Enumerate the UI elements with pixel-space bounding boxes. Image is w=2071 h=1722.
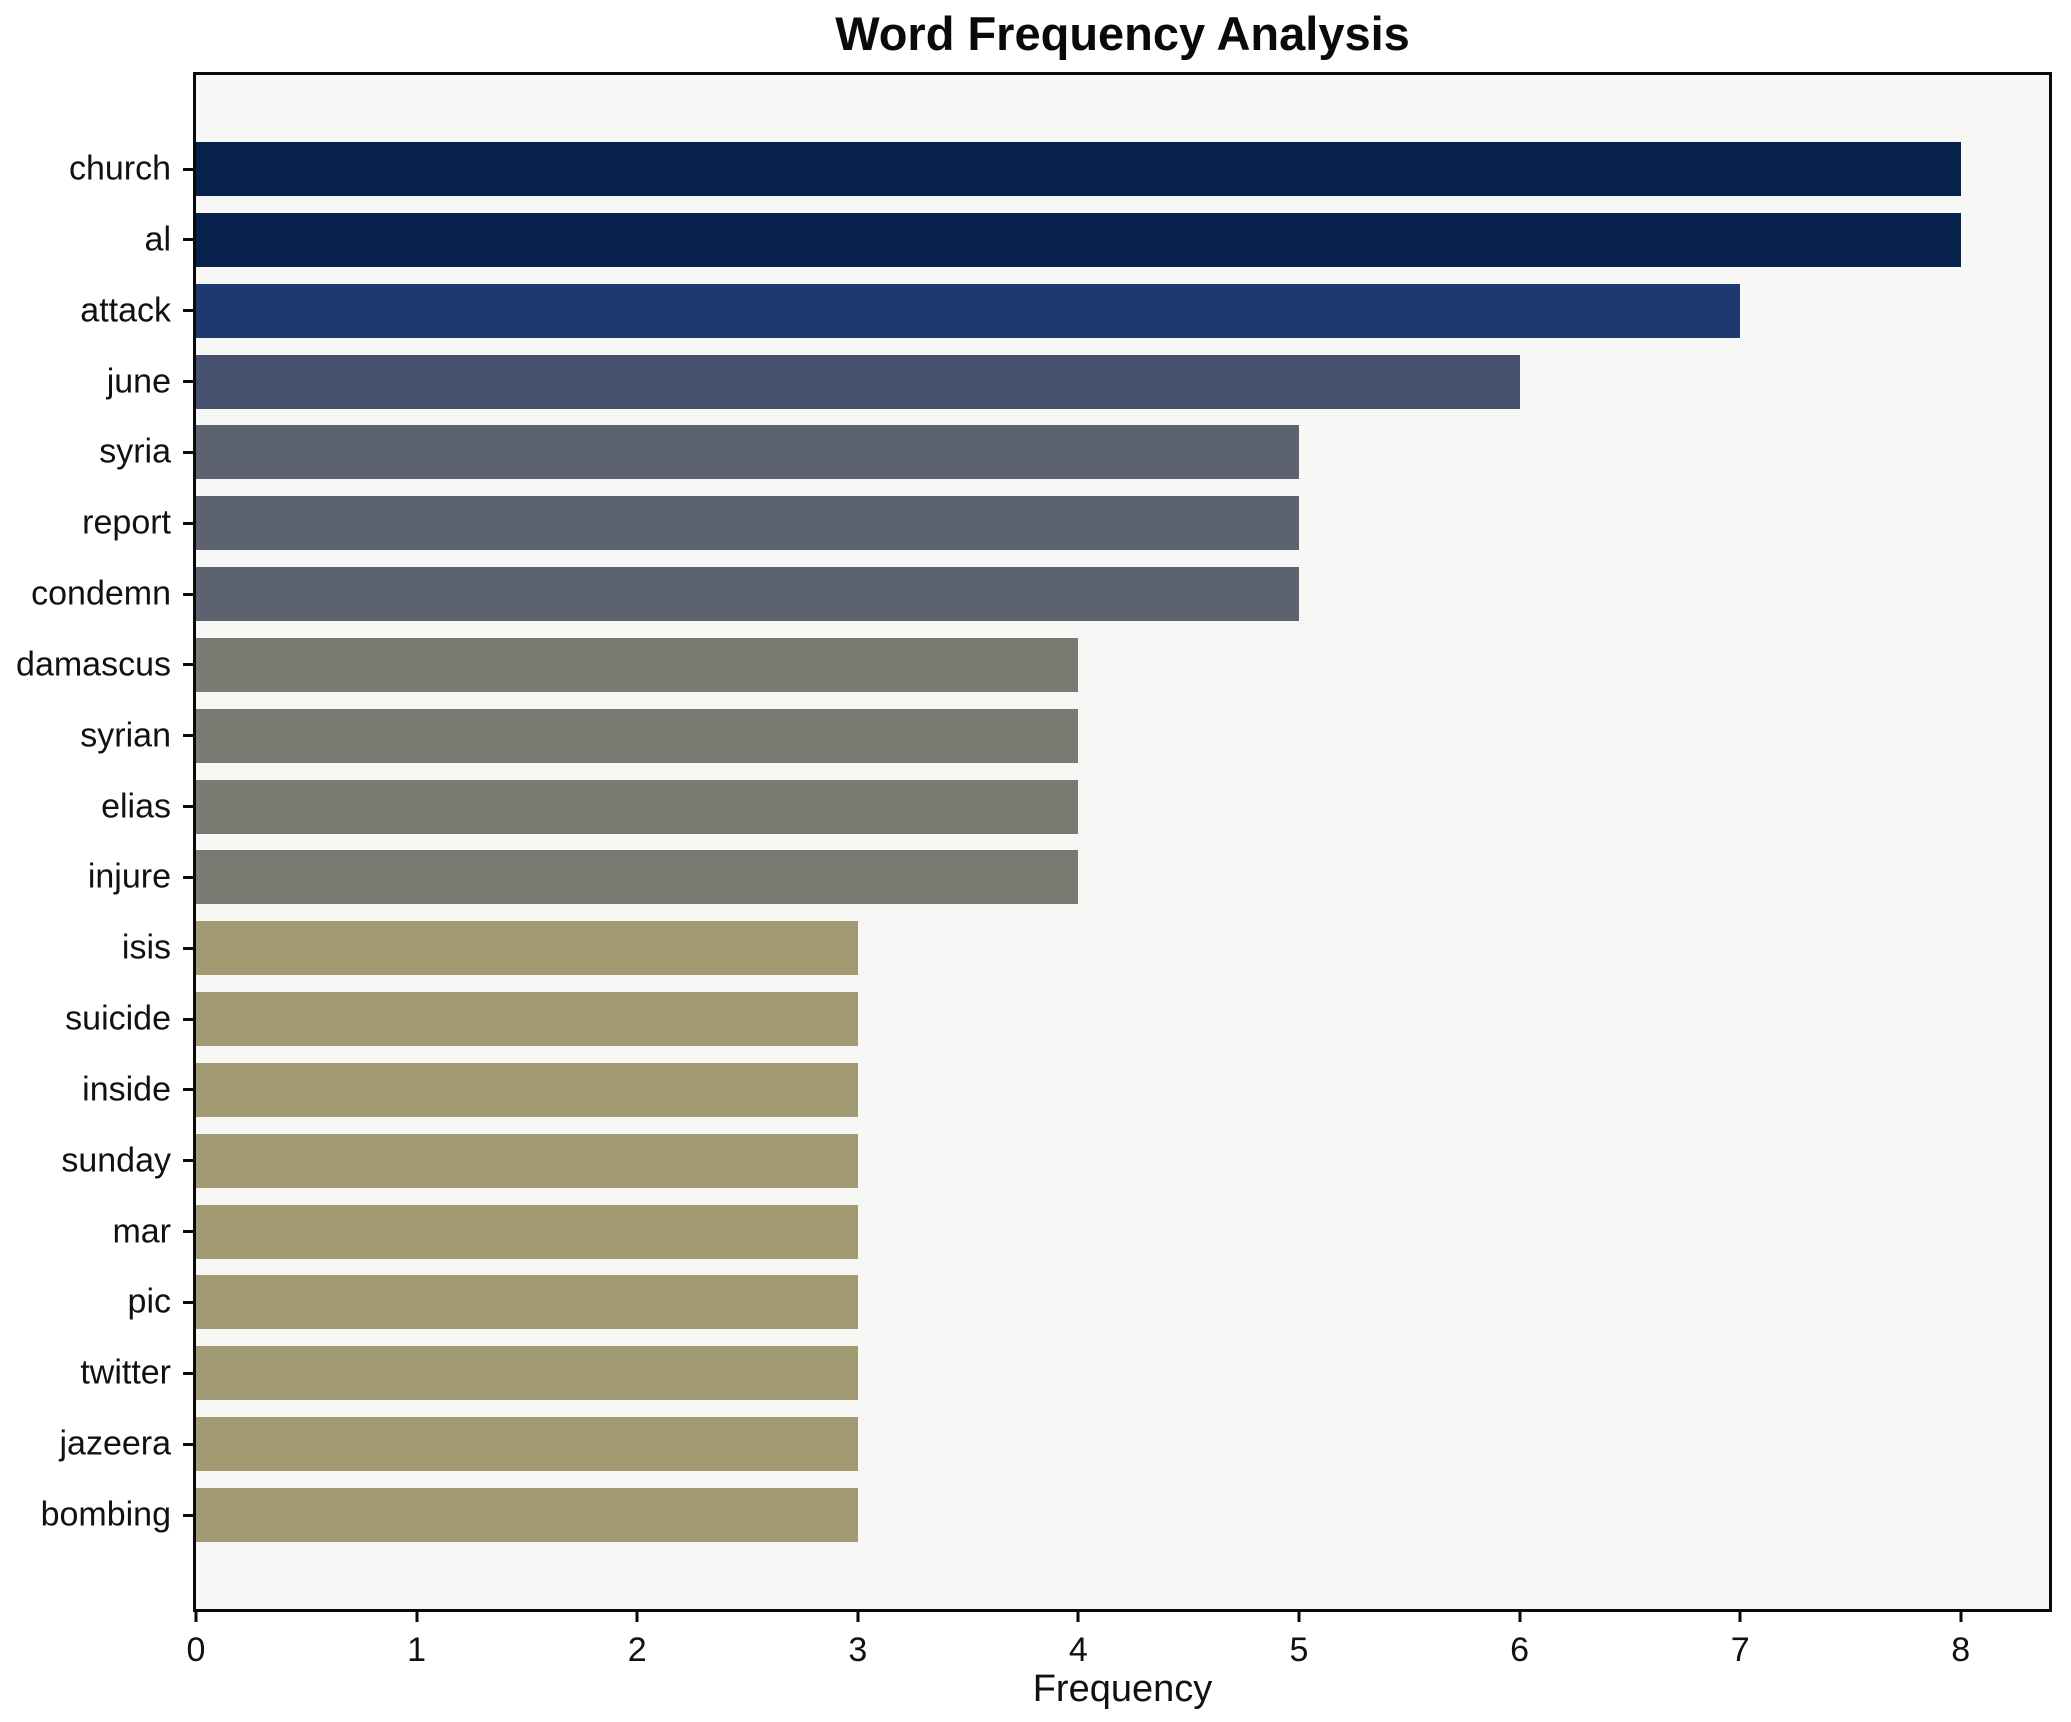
y-axis-label-syrian: syrian xyxy=(80,716,171,755)
bar-syria xyxy=(196,425,1299,480)
chart-title: Word Frequency Analysis xyxy=(835,7,1410,60)
y-axis-label-suicide: suicide xyxy=(65,999,171,1038)
bar-damascus xyxy=(196,637,1079,692)
x-tick-label-7: 7 xyxy=(1730,1631,1750,1669)
x-tick-7 xyxy=(1738,1609,1742,1622)
x-tick-label-6: 6 xyxy=(1510,1631,1530,1669)
x-tick-label-3: 3 xyxy=(848,1631,868,1669)
bar-injure xyxy=(196,850,1079,905)
x-tick-0 xyxy=(194,1609,198,1622)
y-tick-report xyxy=(183,521,196,525)
bar-isis xyxy=(196,921,858,976)
y-axis-label-mar: mar xyxy=(112,1212,171,1251)
y-axis-label-attack: attack xyxy=(80,291,171,330)
y-axis-label-june: june xyxy=(106,362,171,401)
x-tick-label-8: 8 xyxy=(1951,1631,1971,1669)
bar-sunday xyxy=(196,1133,858,1188)
y-tick-jazeera xyxy=(183,1442,196,1446)
bar-elias xyxy=(196,779,1079,834)
y-axis-label-jazeera: jazeera xyxy=(59,1424,171,1463)
bar-report xyxy=(196,496,1299,551)
bar-suicide xyxy=(196,992,858,1047)
x-tick-3 xyxy=(856,1609,860,1622)
bar-mar xyxy=(196,1204,858,1259)
bar-pic xyxy=(196,1275,858,1330)
y-axis-label-condemn: condemn xyxy=(31,574,171,613)
x-tick-label-1: 1 xyxy=(407,1631,427,1669)
y-tick-injure xyxy=(183,875,196,879)
y-axis-label-pic: pic xyxy=(127,1282,171,1321)
y-axis-label-isis: isis xyxy=(121,928,171,967)
plot-area: church al attack june syria report condemn dama… xyxy=(16,72,2052,1669)
y-tick-bombing xyxy=(183,1513,196,1517)
bar-twitter xyxy=(196,1346,858,1401)
x-tick-1 xyxy=(415,1609,419,1622)
y-axis-label-damascus: damascus xyxy=(16,645,171,684)
y-tick-church xyxy=(183,167,196,171)
y-tick-syria xyxy=(183,450,196,454)
y-axis-label-report: report xyxy=(82,503,171,542)
x-tick-8 xyxy=(1959,1609,1963,1622)
y-tick-elias xyxy=(183,805,196,809)
y-tick-june xyxy=(183,380,196,384)
y-axis-label-elias: elias xyxy=(101,787,171,826)
y-axis-label-sunday: sunday xyxy=(61,1141,171,1180)
y-axis-label-injure: injure xyxy=(87,857,171,896)
y-tick-inside xyxy=(183,1088,196,1092)
x-tick-2 xyxy=(635,1609,639,1622)
y-tick-mar xyxy=(183,1230,196,1234)
x-tick-label-0: 0 xyxy=(186,1631,206,1669)
x-tick-4 xyxy=(1076,1609,1080,1622)
bar-condemn xyxy=(196,567,1299,622)
bar-syrian xyxy=(196,708,1079,763)
y-axis-label-bombing: bombing xyxy=(40,1495,171,1534)
y-tick-suicide xyxy=(183,1017,196,1021)
bar-church xyxy=(196,142,1961,196)
bar-june xyxy=(196,354,1520,409)
y-tick-damascus xyxy=(183,663,196,667)
x-tick-label-4: 4 xyxy=(1068,1631,1088,1669)
bar-attack xyxy=(196,283,1741,338)
y-axis-label-church: church xyxy=(68,149,171,188)
x-tick-5 xyxy=(1297,1609,1301,1622)
y-axis-label-twitter: twitter xyxy=(80,1353,171,1392)
y-tick-pic xyxy=(183,1300,196,1304)
bar-jazeera xyxy=(196,1417,858,1472)
y-tick-isis xyxy=(183,946,196,950)
x-axis-title: Frequency xyxy=(1032,1668,1213,1710)
bar-al xyxy=(196,212,1961,267)
y-axis-label-inside: inside xyxy=(82,1070,171,1109)
y-tick-syrian xyxy=(183,734,196,738)
y-tick-attack xyxy=(183,309,196,313)
y-tick-twitter xyxy=(183,1371,196,1375)
y-tick-al xyxy=(183,238,196,242)
y-tick-condemn xyxy=(183,592,196,596)
x-tick-label-2: 2 xyxy=(627,1631,647,1669)
y-axis-label-syria: syria xyxy=(99,432,171,471)
x-tick-6 xyxy=(1518,1609,1522,1622)
bar-inside xyxy=(196,1062,858,1117)
bar-bombing xyxy=(196,1488,858,1542)
x-tick-label-5: 5 xyxy=(1289,1631,1309,1669)
y-tick-sunday xyxy=(183,1159,196,1163)
y-axis-label-al: al xyxy=(144,220,171,259)
